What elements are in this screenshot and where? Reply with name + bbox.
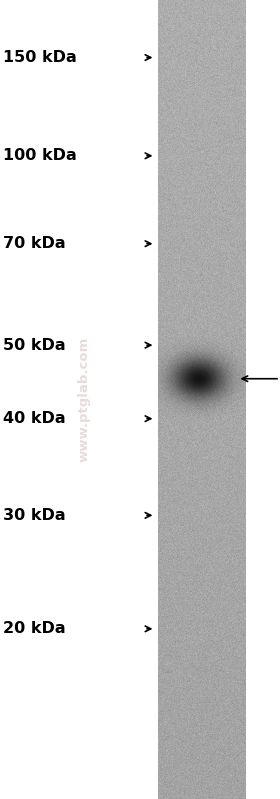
Text: 70 kDa: 70 kDa: [3, 237, 66, 251]
Text: 20 kDa: 20 kDa: [3, 622, 66, 636]
Text: 40 kDa: 40 kDa: [3, 411, 66, 426]
Text: 150 kDa: 150 kDa: [3, 50, 76, 65]
Text: 50 kDa: 50 kDa: [3, 338, 66, 352]
Text: 30 kDa: 30 kDa: [3, 508, 66, 523]
Text: 100 kDa: 100 kDa: [3, 149, 76, 163]
Text: www.ptglab.com: www.ptglab.com: [78, 337, 90, 462]
